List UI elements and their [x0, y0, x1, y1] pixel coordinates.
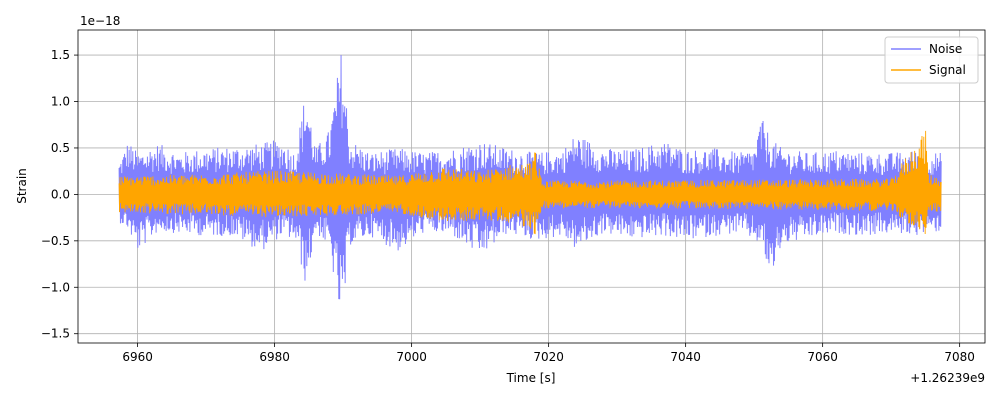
x-tick-label: 7060 [807, 350, 838, 364]
axes [77, 29, 986, 344]
x-tick-label: 7000 [396, 350, 427, 364]
y-tick-label: −1.0 [41, 280, 70, 294]
y-scale-label: 1e−18 [80, 14, 120, 28]
signal-series-line [118, 130, 942, 235]
y-tick-label: 1.0 [51, 95, 70, 109]
y-tick-label: −0.5 [41, 234, 70, 248]
x-tick-label: 6960 [122, 350, 153, 364]
y-tick-label: 1.5 [51, 48, 70, 62]
noise-series-line [118, 55, 942, 300]
series-layer [118, 55, 942, 300]
y-tick-label: 0.5 [51, 141, 70, 155]
x-tick-label: 6980 [259, 350, 290, 364]
ticks: 6960 6980 7000 7020 7040 7060 7080 −1.5 −1.0 −0.5… [41, 48, 975, 364]
x-offset-label: +1.26239e9 [910, 371, 985, 385]
y-tick-label: 0.0 [51, 187, 70, 201]
x-tick-label: 7020 [533, 350, 564, 364]
legend-signal-label: Signal [929, 63, 966, 77]
y-axis-label: Strain [15, 168, 29, 204]
x-axis-label: Time [s] [506, 371, 556, 385]
legend: Noise Signal [884, 36, 979, 84]
x-tick-label: 7040 [670, 350, 701, 364]
x-tick-label: 7080 [944, 350, 975, 364]
y-tick-label: −1.5 [41, 327, 70, 341]
legend-noise-label: Noise [929, 42, 962, 56]
plot-frame [77, 29, 986, 344]
